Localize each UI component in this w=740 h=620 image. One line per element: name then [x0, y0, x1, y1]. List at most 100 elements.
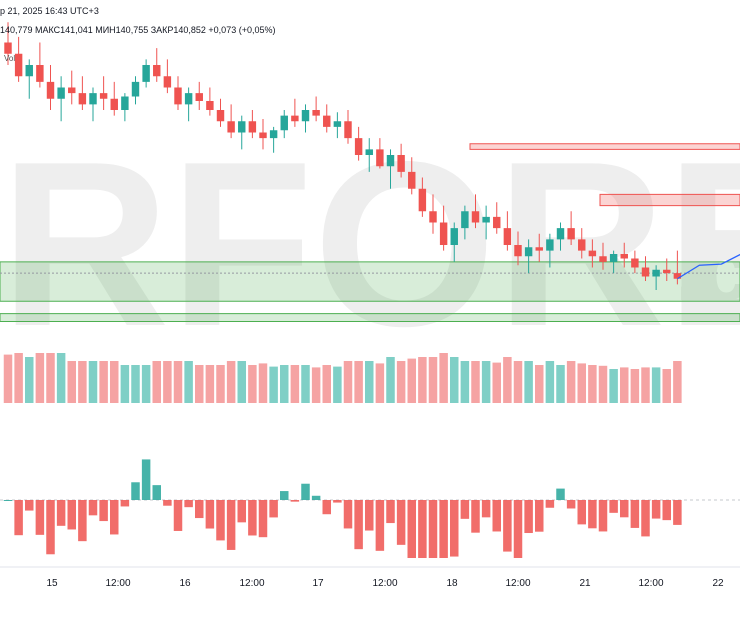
osc-bar [173, 500, 183, 531]
volume-bar [3, 354, 13, 403]
osc-bar [396, 500, 406, 545]
volume-bar [88, 361, 98, 403]
osc-bar [184, 500, 193, 508]
volume-bar [184, 361, 193, 403]
volume-bar [396, 361, 406, 403]
volume-bar [269, 366, 278, 403]
candle-body [142, 65, 150, 82]
volume-bar [630, 369, 640, 403]
osc-bar [67, 500, 76, 530]
osc-bar [333, 500, 342, 503]
osc-bar [407, 500, 416, 558]
volume-bar [662, 369, 671, 403]
osc-bar [513, 500, 523, 558]
candle-body [503, 228, 512, 245]
volume-bar [375, 363, 385, 403]
volume-bar [566, 361, 576, 403]
volume-bar [46, 353, 55, 403]
osc-bar [428, 500, 438, 558]
osc-bar [545, 500, 555, 508]
candle-body [514, 245, 522, 257]
candle-body [609, 254, 618, 262]
osc-bar [163, 500, 172, 506]
osc-bar [365, 500, 374, 531]
volume-bar [428, 357, 438, 403]
volume-bar [609, 369, 618, 403]
osc-bar [524, 500, 533, 534]
volume-bar [673, 361, 682, 403]
osc-bar [481, 500, 491, 518]
volume-bar [173, 361, 183, 403]
osc-bar [673, 500, 682, 525]
volume-bar [311, 367, 321, 403]
time-tick-label: 21 [579, 578, 591, 589]
osc-bar [25, 500, 34, 511]
volume-bar [99, 361, 108, 403]
candle-body [25, 65, 33, 77]
zone-red [599, 193, 740, 207]
candle-body [673, 273, 682, 279]
osc-bar [492, 500, 501, 532]
volume-bar [25, 357, 34, 403]
volume-bar [56, 353, 66, 403]
candle-body [397, 155, 405, 172]
watermark-logo: RFOREX.c [0, 112, 740, 375]
time-tick-label: 16 [179, 578, 191, 589]
volume-bar [492, 362, 501, 403]
time-tick-label: 12:00 [239, 578, 264, 589]
candle-body [153, 65, 161, 77]
candle-body [259, 132, 267, 139]
osc-bar [386, 500, 395, 524]
osc-bar [609, 500, 618, 513]
candlestick-series [4, 22, 682, 290]
candle-body [280, 115, 288, 131]
time-tick-label: 15 [46, 578, 58, 589]
volume-bar [67, 361, 76, 403]
candle-body [333, 121, 342, 127]
osc-bar [375, 500, 385, 551]
osc-bar [566, 500, 576, 509]
header-date: р 21, 2025 16:43 UTC+3 [0, 6, 99, 16]
osc-bar [248, 500, 257, 536]
time-axis: 15 12:00 16 12:00 17 12:00 18 12:00 21 12:00 22 [0, 566, 740, 589]
zone-red [469, 143, 740, 150]
watermark-text: RFOREX [0, 112, 740, 375]
time-tick-label: 18 [446, 578, 458, 589]
osc-bar [588, 500, 597, 529]
osc-bar [450, 500, 459, 557]
candle-body [641, 267, 650, 277]
candle-body [386, 155, 395, 167]
volume-bar [354, 361, 363, 403]
candle-body [89, 93, 97, 105]
candle-body [110, 98, 118, 110]
volume-bar [598, 365, 608, 403]
volume-bar [418, 357, 427, 403]
candle-body [439, 222, 448, 245]
osc-bar [78, 500, 87, 542]
candle-body [631, 258, 639, 268]
volume-bar [588, 365, 597, 403]
time-tick-label: 22 [712, 578, 724, 589]
volume-bar [503, 357, 512, 403]
osc-bar [56, 500, 66, 526]
volume-bar [460, 361, 470, 403]
candle-body [174, 87, 182, 105]
candle-body [14, 53, 23, 77]
forecast-line [677, 253, 740, 280]
osc-bar [301, 483, 310, 500]
volume-bar [322, 365, 331, 403]
osc-bar [503, 500, 512, 552]
volume-bar [481, 361, 491, 403]
volume-bar [258, 363, 268, 403]
volume-bar [439, 353, 448, 403]
candle-body [163, 76, 172, 88]
candle-body [471, 211, 480, 223]
candle-body [344, 121, 352, 139]
volume-bar [524, 361, 533, 403]
volume-bar [365, 361, 374, 403]
candle-body [238, 121, 246, 133]
volume-bar [110, 361, 119, 403]
osc-bar [641, 500, 650, 537]
osc-bar [343, 500, 353, 529]
